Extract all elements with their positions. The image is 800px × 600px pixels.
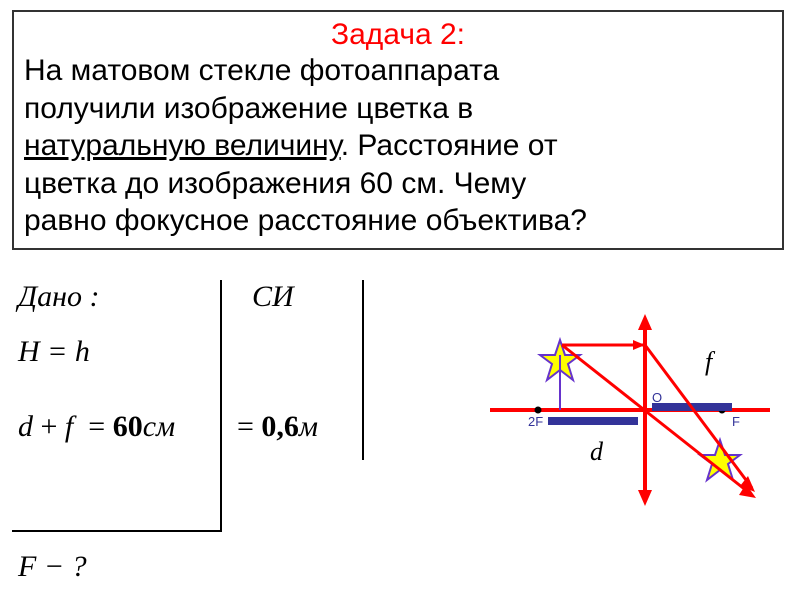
line4: цветка до изображения 60 см. Чему — [24, 167, 526, 200]
label-f: f — [705, 347, 716, 376]
point-2f — [535, 407, 542, 414]
eq-find: F − ? — [18, 550, 87, 584]
label-d: d — [590, 437, 604, 466]
line1: На матовом стекле фотоаппарата — [24, 54, 499, 87]
line3-rest: . Расстояние от — [341, 129, 558, 162]
divider-1b — [220, 460, 222, 530]
problem-title: Задача 2: — [24, 18, 772, 52]
given-area: Дано : СИ H = h d + f = 60см = 0,6м F − … — [12, 280, 512, 590]
d-bar — [548, 417, 638, 425]
eq-df: d + f = 60см — [18, 410, 175, 444]
line2: получили изображение цветка в — [24, 92, 473, 125]
problem-text: На матовом стекле фотоаппарата получили … — [24, 52, 772, 240]
divider-h — [12, 530, 222, 532]
lens-arrow-bottom — [638, 490, 652, 506]
label-2F: 2F — [528, 414, 543, 429]
diagram-svg: f d 2F О F — [480, 300, 780, 520]
divider-1 — [220, 280, 222, 460]
ray-diagram: f d 2F О F — [480, 300, 780, 520]
line3-underlined: натуральную величину — [24, 129, 341, 162]
label-F: F — [732, 414, 740, 429]
divider-2 — [362, 280, 364, 460]
problem-box: Задача 2: На матовом стекле фотоаппарата… — [12, 10, 784, 250]
line5: равно фокусное расстояние объектива? — [24, 204, 587, 237]
eq-si: = 0,6м — [237, 410, 318, 444]
lens-arrow-top — [638, 314, 652, 330]
eq-hh: H = h — [18, 335, 90, 369]
label-O: О — [652, 390, 662, 405]
label-si: СИ — [252, 280, 294, 314]
label-dano: Дано : — [18, 280, 99, 314]
